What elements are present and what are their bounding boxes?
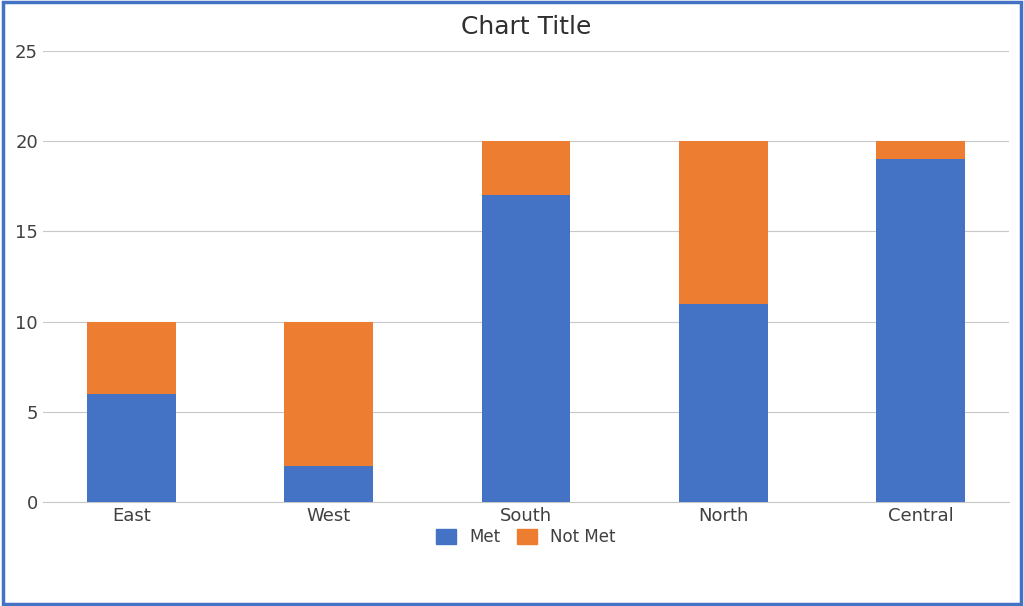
Bar: [679, 304, 768, 502]
Bar: [481, 141, 570, 195]
Legend: Met, Not Met: Met, Not Met: [429, 521, 623, 553]
Bar: [87, 394, 175, 502]
Bar: [679, 141, 768, 304]
Bar: [87, 322, 175, 394]
Bar: [481, 195, 570, 502]
Bar: [877, 159, 965, 502]
Title: Chart Title: Chart Title: [461, 15, 591, 39]
Bar: [877, 141, 965, 159]
Bar: [284, 322, 373, 466]
Bar: [284, 466, 373, 502]
